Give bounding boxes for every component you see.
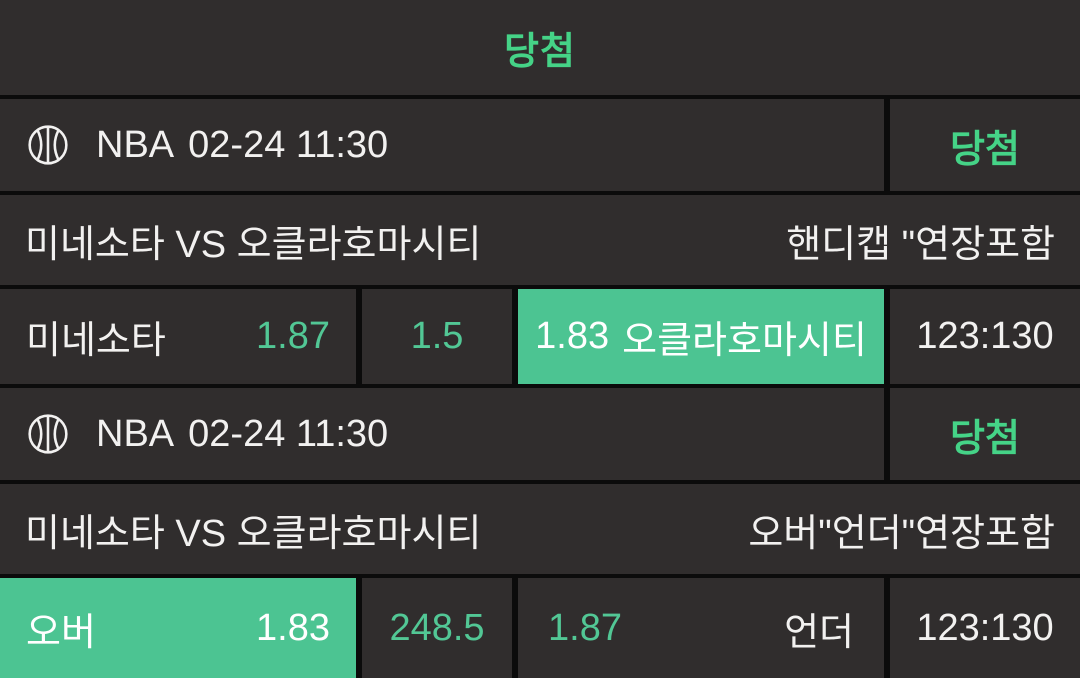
match-teams-label: 미네소타 VS 오클라호마시티 bbox=[25, 223, 482, 266]
game-2-status-cell: 당첨 bbox=[890, 388, 1080, 480]
handicap-line-value: 1.5 bbox=[410, 315, 464, 357]
status-badge: 당첨 bbox=[950, 417, 1020, 460]
game-1-status-cell: 당첨 bbox=[890, 99, 1080, 191]
game-2-match-row: 미네소타 VS 오클라호마시티 오버"언더"연장포함 bbox=[0, 484, 1080, 574]
match-teams-label: 미네소타 VS 오클라호마시티 bbox=[25, 512, 482, 555]
bet-option-under[interactable]: 1.87 언더 bbox=[518, 578, 884, 678]
bet-option-over-selected[interactable]: 오버 1.83 bbox=[0, 578, 356, 678]
final-score: 123:130 bbox=[890, 578, 1080, 678]
bet-option-odds: 1.83 bbox=[535, 315, 610, 357]
bet-option-label: 미네소타 bbox=[26, 320, 166, 362]
result-title-label: 당첨 bbox=[504, 31, 576, 73]
game-datetime: 02-24 11:30 bbox=[188, 412, 389, 455]
status-badge: 당첨 bbox=[950, 128, 1020, 171]
bet-option-odds: 1.87 bbox=[548, 606, 622, 649]
bet-option-minnesota[interactable]: 미네소타 1.87 bbox=[0, 289, 356, 384]
total-line-value: 248.5 bbox=[389, 606, 485, 649]
game-1-match-cell: 미네소타 VS 오클라호마시티 핸디캡 "연장포함 bbox=[0, 195, 1080, 285]
handicap-line-cell: 1.5 bbox=[362, 289, 512, 384]
bet-option-odds: 1.87 bbox=[256, 315, 330, 357]
basketball-icon bbox=[26, 123, 70, 167]
game-1-match-row: 미네소타 VS 오클라호마시티 핸디캡 "연장포함 bbox=[0, 195, 1080, 285]
bet-option-label: 오버 bbox=[26, 611, 96, 654]
bet-option-label: 언더 bbox=[784, 611, 854, 654]
game-2-league-cell: NBA 02-24 11:30 bbox=[0, 388, 884, 480]
game-1-odds-row: 미네소타 1.87 1.5 1.83 오클라호마시티 123:130 bbox=[0, 289, 1080, 384]
final-score: 123:130 bbox=[890, 289, 1080, 384]
game-2-match-cell: 미네소타 VS 오클라호마시티 오버"언더"연장포함 bbox=[0, 484, 1080, 574]
game-2-header-row: NBA 02-24 11:30 당첨 bbox=[0, 388, 1080, 480]
game-2-odds-row: 오버 1.83 248.5 1.87 언더 123:130 bbox=[0, 578, 1080, 678]
bet-option-label: 오클라호마시티 bbox=[622, 320, 867, 362]
bet-option-oklahoma-selected[interactable]: 1.83 오클라호마시티 bbox=[518, 289, 884, 384]
total-line-cell: 248.5 bbox=[362, 578, 512, 678]
game-1-header-row: NBA 02-24 11:30 당첨 bbox=[0, 99, 1080, 191]
game-datetime: 02-24 11:30 bbox=[188, 123, 389, 166]
page-title: 당첨 bbox=[0, 0, 1080, 95]
market-type-label: 핸디캡 "연장포함 bbox=[786, 223, 1055, 266]
league-label: NBA bbox=[96, 412, 175, 455]
basketball-icon bbox=[26, 412, 70, 456]
league-label: NBA bbox=[96, 123, 175, 166]
game-1-league-cell: NBA 02-24 11:30 bbox=[0, 99, 884, 191]
bet-option-odds: 1.83 bbox=[256, 606, 330, 649]
market-type-label: 오버"언더"연장포함 bbox=[748, 512, 1055, 555]
